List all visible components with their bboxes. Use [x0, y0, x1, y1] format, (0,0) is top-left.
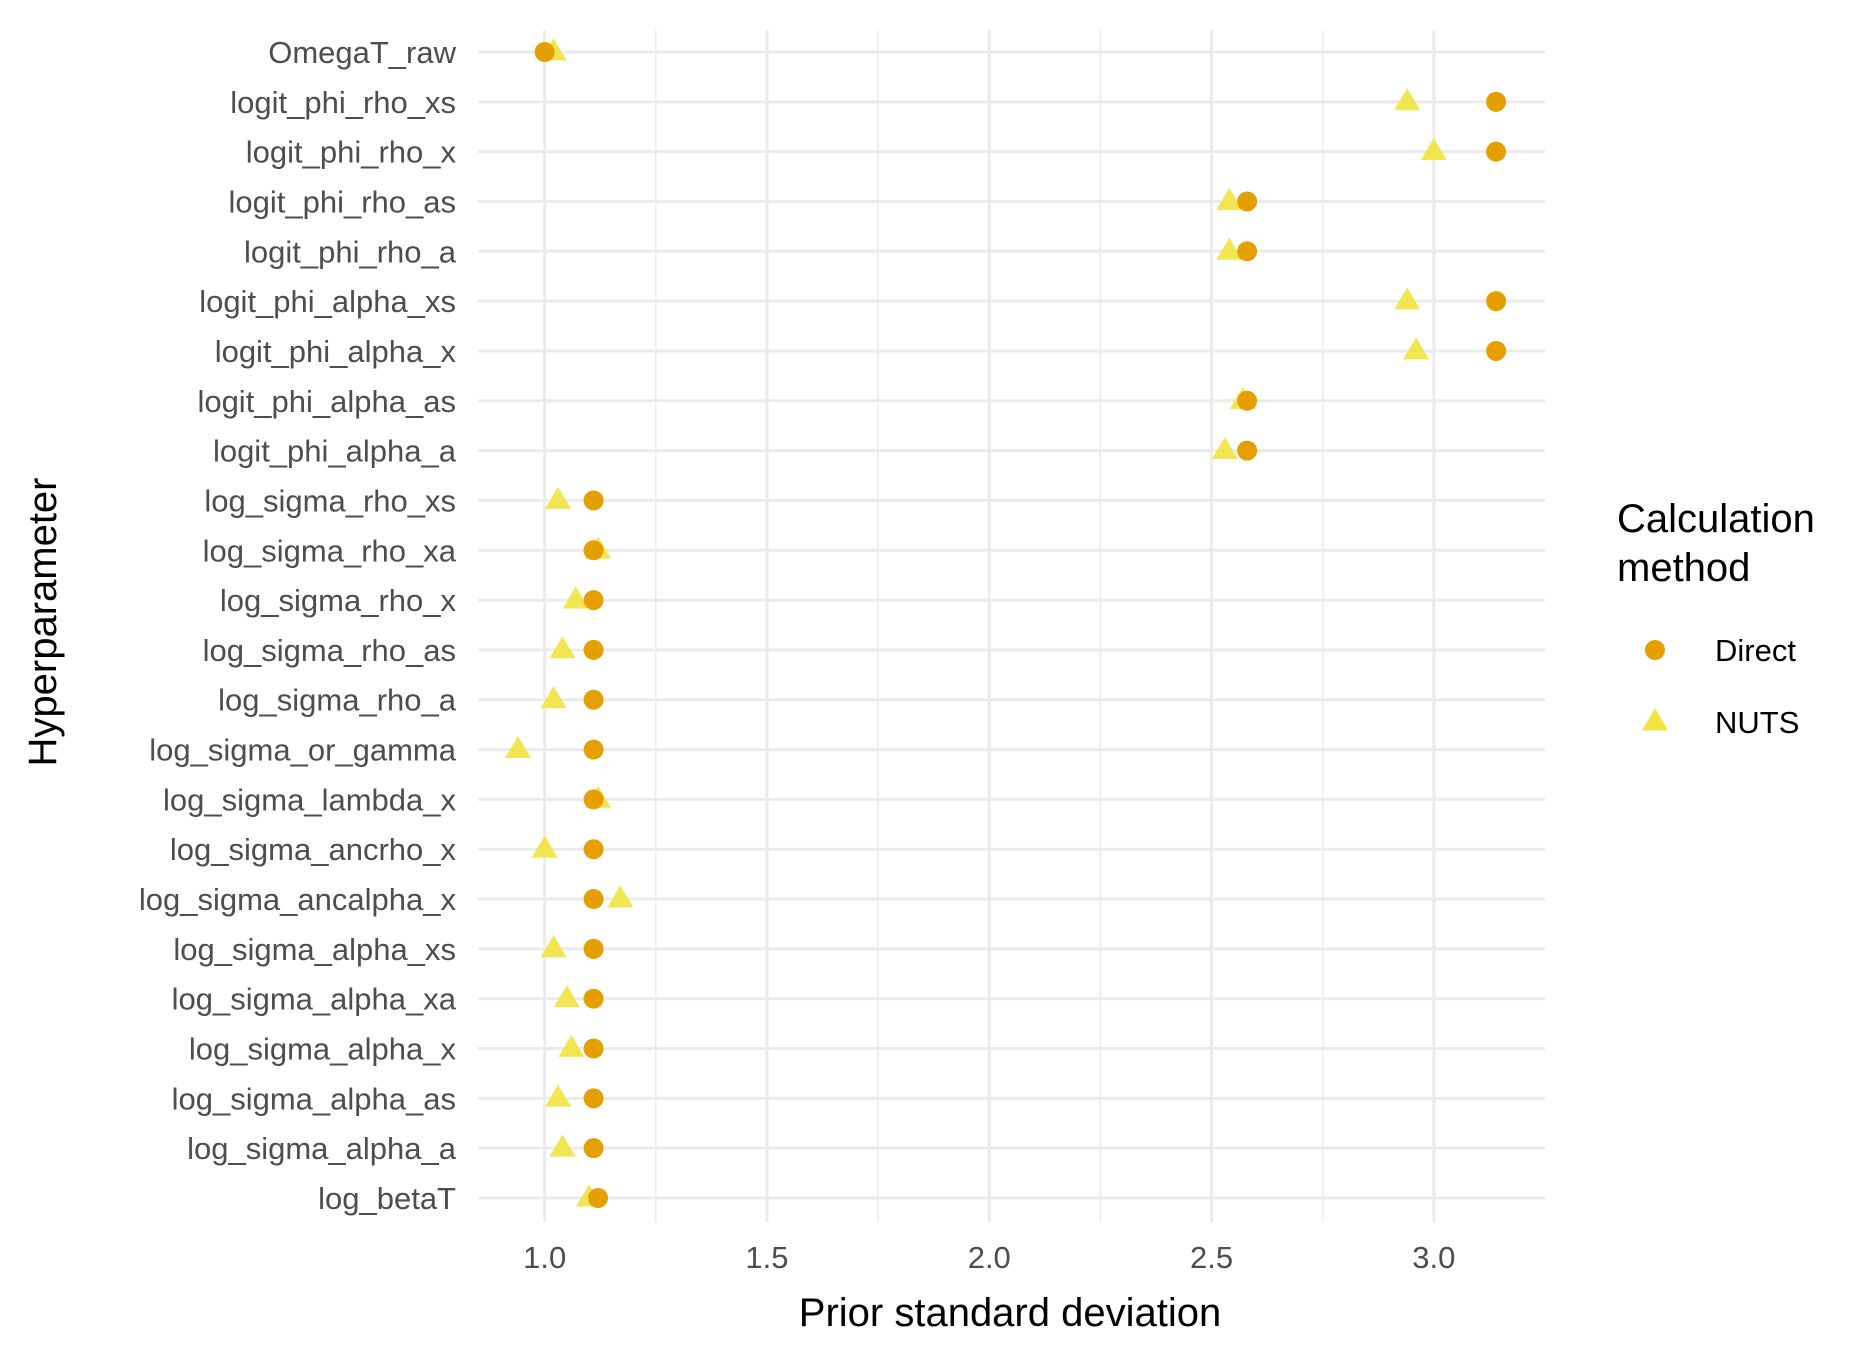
legend-items: Direct NUTS	[1642, 633, 1799, 740]
y-tick-label: logit_phi_alpha_a	[213, 434, 457, 469]
point-direct	[583, 988, 604, 1009]
y-axis-title: Hyperparameter	[21, 477, 65, 766]
point-direct	[583, 739, 604, 760]
point-direct	[583, 490, 604, 511]
point-direct	[583, 839, 604, 860]
grid	[478, 30, 1545, 1222]
point-nuts	[549, 1134, 576, 1157]
point-nuts	[1216, 237, 1243, 260]
point-nuts	[562, 586, 589, 609]
point-nuts	[540, 935, 567, 958]
point-direct	[1486, 340, 1507, 361]
y-tick-labels: OmegaT_raw logit_phi_rho_xs logit_phi_rho_…	[139, 35, 457, 1216]
point-nuts	[558, 1034, 585, 1057]
x-tick-label: 2.5	[1190, 1240, 1233, 1275]
legend-label: NUTS	[1715, 705, 1799, 740]
point-nuts	[545, 1084, 572, 1107]
point-nuts	[531, 835, 558, 858]
x-tick-label: 1.5	[745, 1240, 788, 1275]
y-tick-label: log_sigma_rho_x	[220, 583, 457, 618]
point-direct	[583, 1038, 604, 1059]
point-direct	[1486, 291, 1507, 312]
point-nuts	[545, 486, 572, 509]
y-tick-label: log_sigma_lambda_x	[163, 782, 456, 817]
y-tick-label: logit_phi_rho_a	[244, 234, 457, 269]
x-axis-title: Prior standard deviation	[799, 1291, 1221, 1335]
point-nuts	[1211, 436, 1238, 460]
point-direct	[1237, 440, 1258, 461]
point-direct	[583, 889, 604, 910]
point-nuts	[549, 636, 576, 659]
y-tick-label: log_sigma_ancalpha_x	[139, 882, 457, 917]
y-tick-label: log_sigma_ancrho_x	[170, 832, 457, 867]
point-direct	[1237, 191, 1258, 212]
y-tick-label: logit_phi_alpha_x	[215, 334, 457, 369]
data-points	[505, 38, 1507, 1208]
y-tick-label: log_sigma_or_gamma	[149, 733, 456, 768]
point-nuts	[505, 735, 532, 758]
point-direct	[534, 42, 555, 62]
y-tick-label: log_sigma_rho_xs	[204, 483, 456, 518]
point-direct	[588, 1188, 609, 1208]
y-tick-label: log_sigma_rho_a	[218, 683, 457, 718]
legend-key-direct	[1645, 640, 1665, 660]
point-direct	[1486, 91, 1507, 112]
legend-title-line-1: Calculation	[1617, 497, 1815, 541]
point-direct	[1237, 241, 1258, 262]
y-tick-label: log_sigma_alpha_x	[189, 1032, 457, 1067]
x-tick-label: 1.0	[523, 1240, 566, 1275]
point-direct	[583, 938, 604, 959]
x-tick-labels: 1.0 1.5 2.0 2.5 3.0	[523, 1240, 1455, 1275]
y-tick-label: log_betaT	[318, 1181, 456, 1216]
point-direct	[583, 590, 604, 611]
y-tick-label: logit_phi_rho_x	[246, 135, 457, 170]
y-tick-label: log_sigma_alpha_as	[172, 1081, 456, 1116]
point-nuts	[607, 885, 634, 908]
y-tick-label: log_sigma_alpha_xs	[173, 932, 456, 967]
point-nuts	[1394, 287, 1421, 310]
legend: Calculation method Direct NUTS	[1617, 497, 1815, 740]
y-tick-label: logit_phi_rho_as	[228, 184, 456, 219]
point-direct	[583, 639, 604, 660]
point-direct	[1237, 390, 1258, 411]
x-tick-label: 2.0	[968, 1240, 1011, 1275]
point-direct	[583, 1138, 604, 1159]
y-tick-label: logit_phi_alpha_as	[197, 384, 456, 419]
y-tick-label: logit_phi_alpha_xs	[199, 284, 456, 319]
legend-title-line-2: method	[1617, 546, 1750, 590]
point-nuts	[1216, 187, 1243, 210]
point-nuts	[1403, 337, 1430, 360]
y-tick-label: OmegaT_raw	[268, 35, 456, 70]
point-nuts	[1420, 137, 1447, 161]
point-nuts	[553, 984, 580, 1008]
point-nuts	[1394, 88, 1421, 111]
point-direct	[583, 689, 604, 710]
point-direct	[583, 540, 604, 561]
y-tick-label: log_sigma_rho_as	[203, 633, 456, 668]
point-direct	[583, 1088, 604, 1109]
point-nuts	[540, 686, 567, 709]
y-tick-label: log_sigma_rho_xa	[203, 533, 457, 568]
point-direct	[1486, 141, 1507, 162]
y-tick-label: log_sigma_alpha_a	[187, 1131, 457, 1166]
legend-key-nuts	[1642, 708, 1668, 731]
y-tick-label: log_sigma_alpha_xa	[172, 982, 457, 1017]
x-tick-label: 3.0	[1412, 1240, 1455, 1275]
point-direct	[583, 789, 604, 810]
legend-label: Direct	[1715, 633, 1796, 668]
y-tick-label: logit_phi_rho_xs	[230, 85, 456, 120]
